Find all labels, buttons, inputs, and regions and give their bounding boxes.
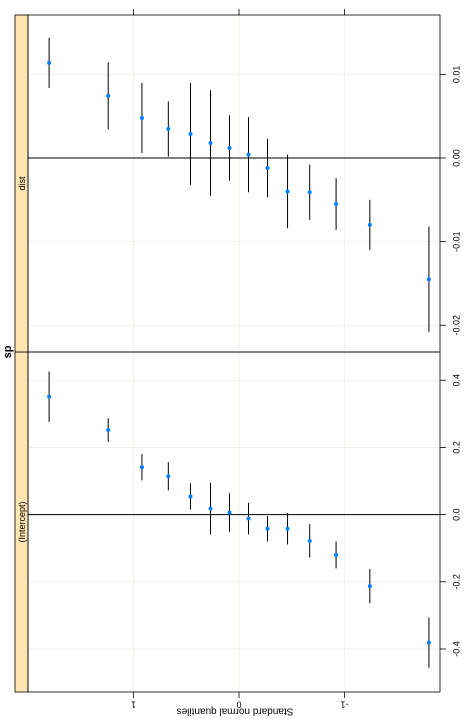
point [367,222,372,227]
point [367,584,372,589]
y-tick-label: 0.0 [451,508,461,521]
y-tick-label: -0.2 [451,574,461,590]
y-tick-label: 0.2 [451,441,461,454]
point [265,166,270,171]
point [334,201,339,206]
y-tick-label: 0.01 [451,66,461,84]
point [426,640,431,645]
point [106,427,111,432]
y-tick-label: -0.4 [451,641,461,657]
x-axis-label: Standard normal quantiles [177,705,294,716]
point [334,552,339,557]
point [47,394,52,399]
x-tick-label: -1 [341,700,349,710]
point [188,494,193,499]
point [227,145,232,150]
point [246,516,251,521]
point [166,126,171,131]
point [285,526,290,531]
y-tick-label: 0.4 [451,374,461,387]
x-tick-label: 1 [131,700,136,710]
point [227,510,232,515]
point [208,506,213,511]
strip-label: (Intercept) [17,501,27,542]
strip-label: dist [17,176,27,191]
y-tick-label: 0.00 [451,149,461,167]
point [139,115,144,120]
point [166,474,171,479]
point [188,131,193,136]
x-tick-label: 0 [237,700,242,710]
chart-title: sp [2,345,14,358]
point [47,60,52,65]
point [307,190,312,195]
point [208,140,213,145]
point [246,152,251,157]
panel-border [27,14,441,353]
y-tick-label: -0.02 [451,315,461,336]
point [426,277,431,282]
point [265,526,270,531]
y-tick-label: -0.01 [451,231,461,252]
point [106,93,111,98]
point [307,538,312,543]
point [285,189,290,194]
point [139,465,144,470]
panel-border [27,351,441,693]
